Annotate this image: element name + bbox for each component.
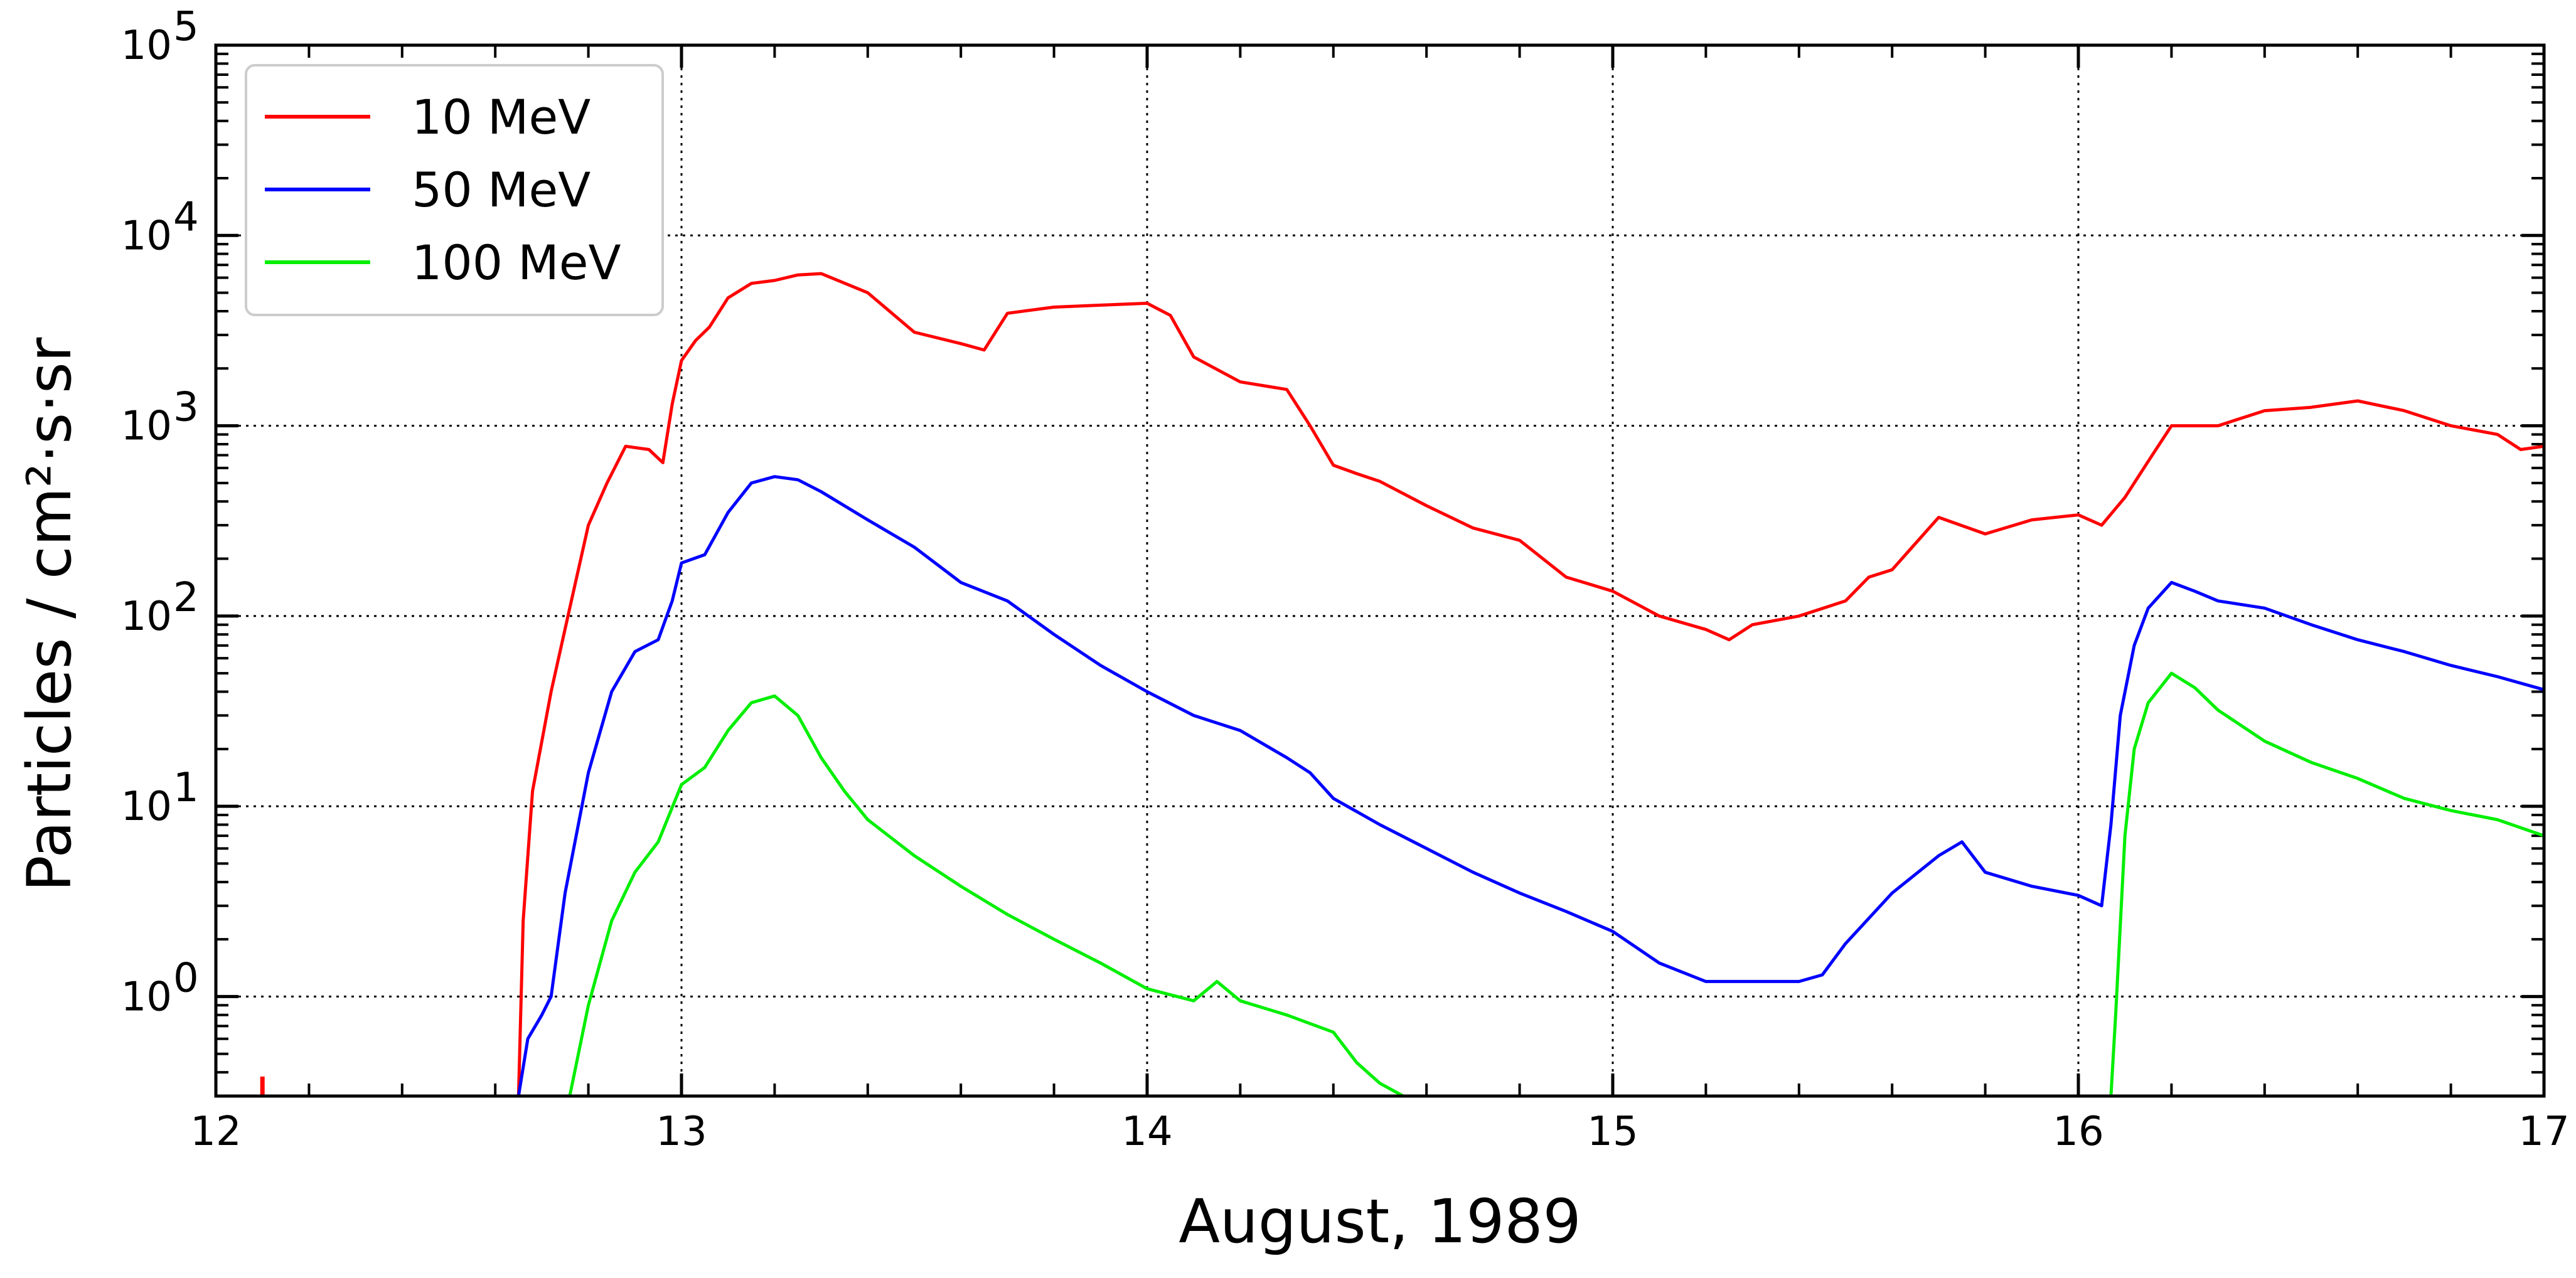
- y-tick-label: 10: [121, 784, 172, 830]
- legend-entry-10-mev: 10 MeV: [265, 89, 591, 145]
- x-tick-label: 14: [1121, 1109, 1172, 1155]
- y-tick-exponent: 0: [173, 955, 199, 1001]
- legend-box: [245, 64, 664, 316]
- legend-entry-100-mev: 100 MeV: [265, 235, 621, 290]
- tick-layer: [214, 43, 2546, 1096]
- legend-label-10-mev: 10 MeV: [412, 89, 591, 145]
- x-tick-labels: 12 13 14 15 16 17: [190, 1109, 2569, 1155]
- y-tick-exponent: 3: [173, 385, 199, 431]
- series-line-10-mev: [516, 272, 2545, 1097]
- x-axis-title: August, 1989: [1178, 1186, 1581, 1257]
- series-layer: [260, 272, 2545, 1098]
- y-tick-label: 10: [121, 213, 172, 259]
- y-tick-exponent: 4: [173, 194, 199, 240]
- y-axis-title: Particles / cm²·s·sr: [14, 337, 85, 892]
- legend-label-100-mev: 100 MeV: [412, 235, 621, 290]
- y-tick-label: 10: [121, 23, 172, 69]
- y-tick-exponent: 1: [173, 765, 199, 811]
- legend: 10 MeV 50 MeV 100 MeV: [245, 64, 664, 316]
- y-tick-label: 10: [121, 594, 172, 640]
- grid-layer: [216, 45, 2544, 1096]
- y-tick-exponent: 2: [173, 575, 199, 621]
- series-line-50-mev: [516, 475, 2545, 1097]
- legend-label-50-mev: 50 MeV: [412, 162, 591, 218]
- legend-entry-50-mev: 50 MeV: [265, 162, 591, 218]
- x-tick-label: 13: [656, 1109, 707, 1155]
- x-tick-label: 12: [190, 1109, 241, 1155]
- y-tick-label: 10: [121, 974, 172, 1020]
- y-tick-label: 10: [121, 403, 172, 450]
- x-tick-label: 15: [1587, 1109, 1638, 1155]
- series-line-100-mev: [568, 694, 1418, 1098]
- series-line-100-mev-late: [2109, 671, 2545, 1097]
- x-tick-label: 17: [2518, 1109, 2569, 1155]
- x-tick-label: 16: [2053, 1109, 2103, 1155]
- y-tick-exponent: 5: [173, 4, 199, 50]
- plot-frame: [214, 43, 2546, 1098]
- minor-tick-layer: [216, 45, 2544, 1097]
